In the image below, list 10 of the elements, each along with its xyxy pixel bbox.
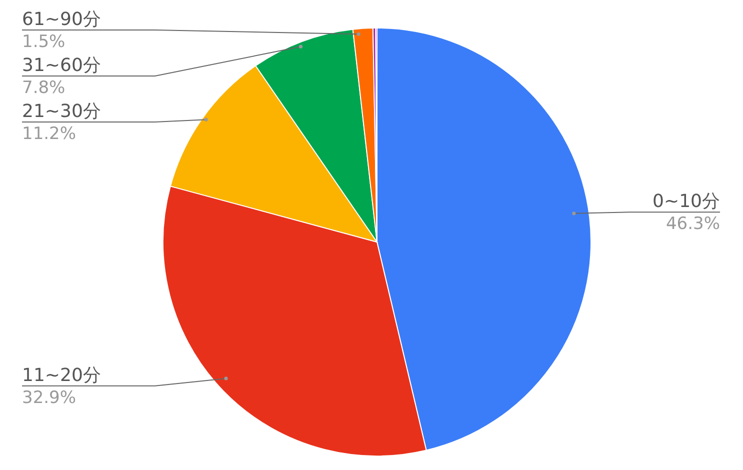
data-label: 46.3% <box>666 214 720 234</box>
data-label: 11.2% <box>22 124 76 144</box>
slice-label: 31~60分 <box>22 55 101 76</box>
slice-label: 21~30分 <box>22 101 101 122</box>
data-label: 32.9% <box>22 388 76 408</box>
data-label: 1.5% <box>22 32 66 52</box>
slice-label: 0~10分 <box>652 191 720 212</box>
slice-label: 11~20分 <box>22 364 101 386</box>
slice-label: 61~90分 <box>22 9 101 30</box>
data-label: 7.8% <box>22 78 66 98</box>
